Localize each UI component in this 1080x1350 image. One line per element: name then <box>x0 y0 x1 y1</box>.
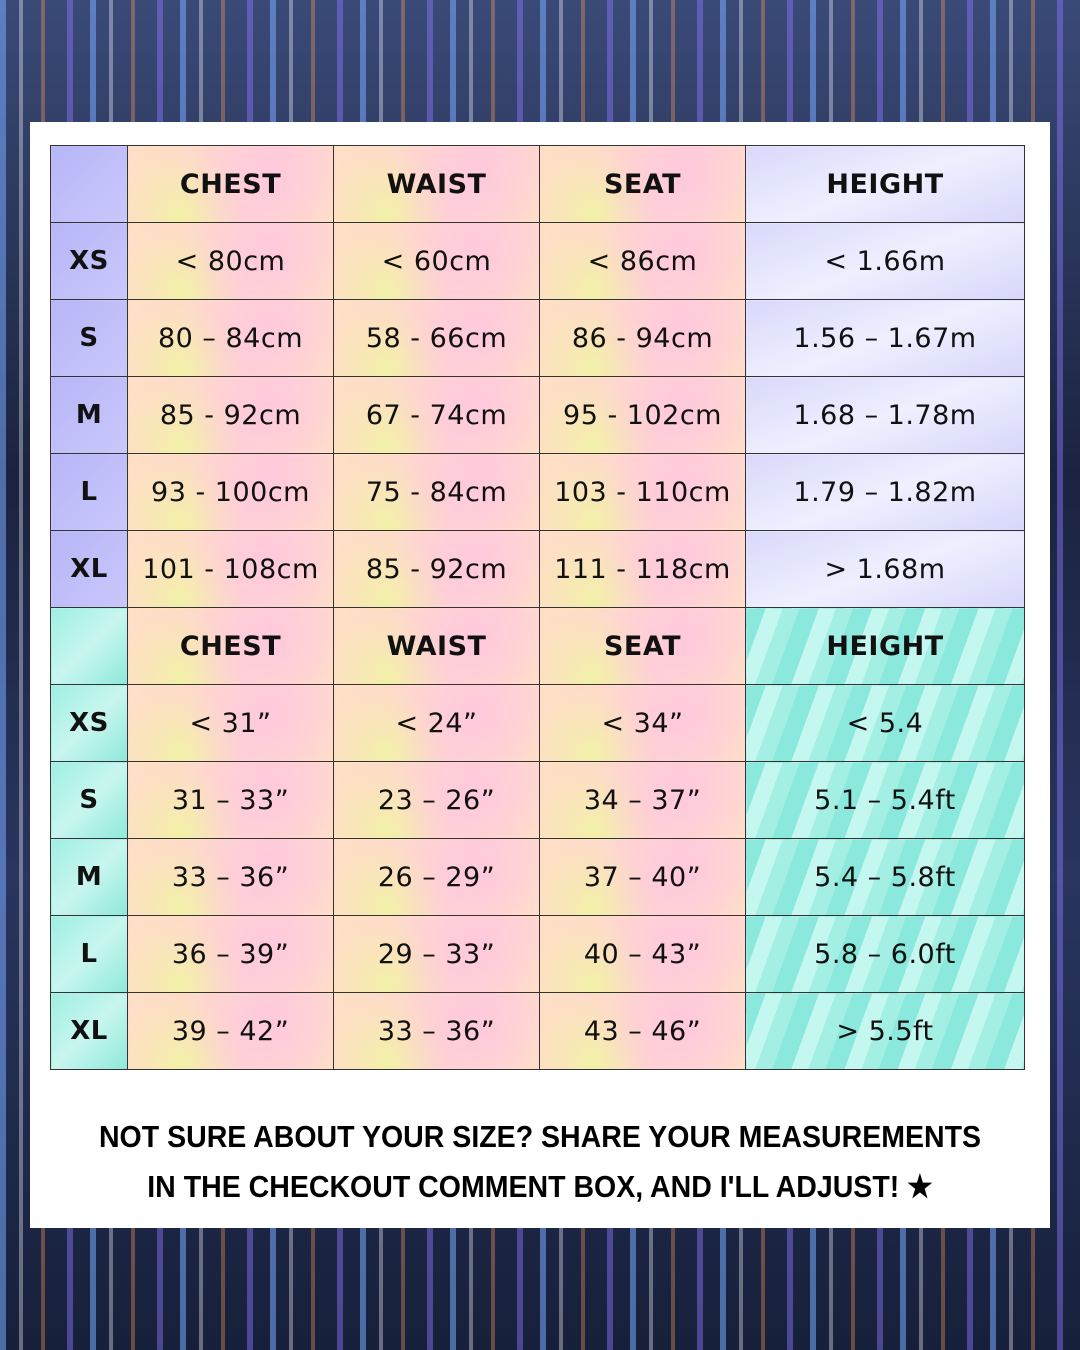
measurement-cell: < 24” <box>333 684 540 762</box>
table-row: L 93 - 100cm 75 - 84cm 103 - 110cm 1.79 – 1.… <box>50 453 1025 531</box>
note-line-1: NOT SURE ABOUT YOUR SIZE? SHARE YOUR MEA… <box>98 1119 982 1154</box>
measurement-cell: > 5.5ft <box>745 992 1025 1070</box>
measurement-cell: 111 - 118cm <box>539 530 746 608</box>
measurement-cell: < 1.66m <box>745 222 1025 300</box>
measurement-cell: 26 – 29” <box>333 838 540 916</box>
size-label: L <box>50 915 128 993</box>
table-row: M 85 - 92cm 67 - 74cm 95 - 102cm 1.68 – 1.78… <box>50 376 1025 454</box>
column-header: HEIGHT <box>745 607 1025 685</box>
measurement-cell: 39 – 42” <box>127 992 334 1070</box>
measurement-cell: 93 - 100cm <box>127 453 334 531</box>
measurement-cell: < 80cm <box>127 222 334 300</box>
size-label: XS <box>50 222 128 300</box>
measurement-cell: 80 – 84cm <box>127 299 334 377</box>
measurement-cell: 95 - 102cm <box>539 376 746 454</box>
measurement-cell: < 5.4 <box>745 684 1025 762</box>
measurement-cell: < 31” <box>127 684 334 762</box>
measurement-cell: 31 – 33” <box>127 761 334 839</box>
table-row: M 33 – 36” 26 – 29” 37 – 40” 5.4 – 5.8ft <box>50 838 1025 916</box>
measurement-cell: 1.79 – 1.82m <box>745 453 1025 531</box>
measurement-cell: 43 – 46” <box>539 992 746 1070</box>
measurement-cell: 33 – 36” <box>333 992 540 1070</box>
measurement-cell: 67 - 74cm <box>333 376 540 454</box>
size-label: XS <box>50 684 128 762</box>
column-header: SEAT <box>539 607 746 685</box>
size-label: XL <box>50 992 128 1070</box>
size-label: L <box>50 453 128 531</box>
measurement-cell: 85 - 92cm <box>127 376 334 454</box>
metric-header-row: CHEST WAIST SEAT HEIGHT <box>50 145 1025 223</box>
size-label: XL <box>50 530 128 608</box>
measurement-cell: > 1.68m <box>745 530 1025 608</box>
column-header: HEIGHT <box>745 145 1025 223</box>
table-row: L 36 – 39” 29 – 33” 40 – 43” 5.8 – 6.0ft <box>50 915 1025 993</box>
measurement-cell: 58 - 66cm <box>333 299 540 377</box>
measurement-cell: < 34” <box>539 684 746 762</box>
column-header: CHEST <box>127 145 334 223</box>
measurement-cell: 29 – 33” <box>333 915 540 993</box>
measurement-cell: 23 – 26” <box>333 761 540 839</box>
measurement-cell: 85 - 92cm <box>333 530 540 608</box>
measurement-cell: 40 – 43” <box>539 915 746 993</box>
corner-cell <box>50 145 128 223</box>
measurement-cell: 5.8 – 6.0ft <box>745 915 1025 993</box>
column-header: WAIST <box>333 145 540 223</box>
note-line-2: IN THE CHECKOUT COMMENT BOX, AND I'LL AD… <box>147 1169 933 1204</box>
table-row: S 31 – 33” 23 – 26” 34 – 37” 5.1 – 5.4ft <box>50 761 1025 839</box>
table-row: XL 39 – 42” 33 – 36” 43 – 46” > 5.5ft <box>50 992 1025 1070</box>
measurement-cell: 36 – 39” <box>127 915 334 993</box>
size-note: NOT SURE ABOUT YOUR SIZE? SHARE YOUR MEA… <box>71 1112 1009 1212</box>
measurement-cell: 75 - 84cm <box>333 453 540 531</box>
size-label: M <box>50 376 128 454</box>
table-row: S 80 – 84cm 58 - 66cm 86 - 94cm 1.56 – 1.67m <box>50 299 1025 377</box>
measurement-cell: < 60cm <box>333 222 540 300</box>
measurement-cell: 1.68 – 1.78m <box>745 376 1025 454</box>
table-row: XL 101 - 108cm 85 - 92cm 111 - 118cm > 1.68m <box>50 530 1025 608</box>
table-row: XS < 80cm < 60cm < 86cm < 1.66m <box>50 222 1025 300</box>
size-chart-card: CHEST WAIST SEAT HEIGHT XS < 80cm < 60cm < 86cm… <box>30 122 1050 1228</box>
column-header: SEAT <box>539 145 746 223</box>
size-label: S <box>50 299 128 377</box>
size-table: CHEST WAIST SEAT HEIGHT XS < 80cm < 60cm < 86cm… <box>50 145 1025 1070</box>
measurement-cell: 1.56 – 1.67m <box>745 299 1025 377</box>
measurement-cell: < 86cm <box>539 222 746 300</box>
table-row: XS < 31” < 24” < 34” < 5.4 <box>50 684 1025 762</box>
measurement-cell: 37 – 40” <box>539 838 746 916</box>
imperial-header-row: CHEST WAIST SEAT HEIGHT <box>50 607 1025 685</box>
measurement-cell: 103 - 110cm <box>539 453 746 531</box>
measurement-cell: 86 - 94cm <box>539 299 746 377</box>
column-header: WAIST <box>333 607 540 685</box>
measurement-cell: 33 – 36” <box>127 838 334 916</box>
measurement-cell: 34 – 37” <box>539 761 746 839</box>
size-label: M <box>50 838 128 916</box>
measurement-cell: 101 - 108cm <box>127 530 334 608</box>
measurement-cell: 5.4 – 5.8ft <box>745 838 1025 916</box>
corner-cell <box>50 607 128 685</box>
column-header: CHEST <box>127 607 334 685</box>
size-label: S <box>50 761 128 839</box>
measurement-cell: 5.1 – 5.4ft <box>745 761 1025 839</box>
